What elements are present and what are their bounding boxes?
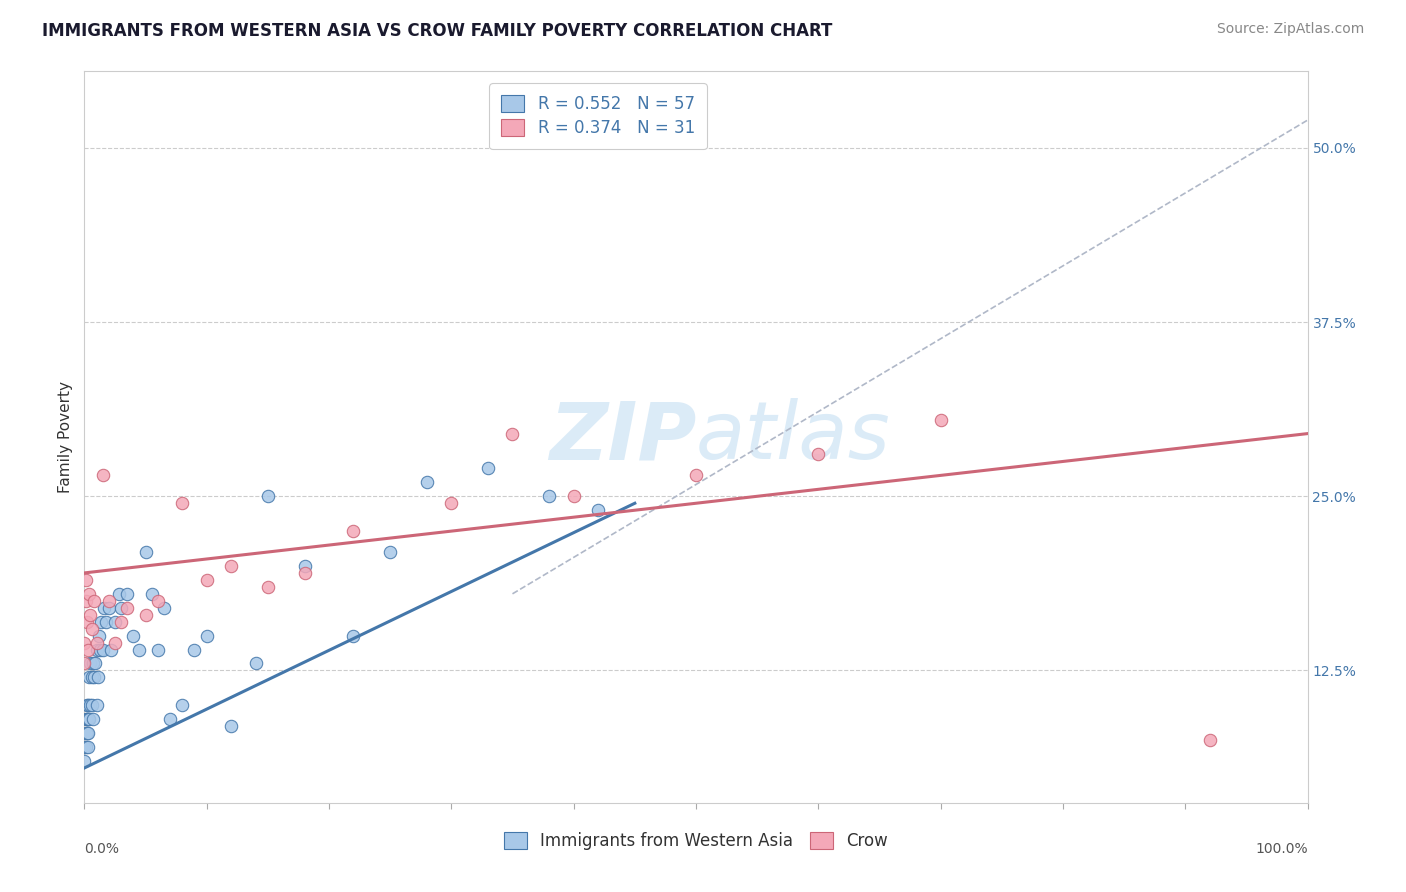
- Point: [245, 657, 267, 671]
- Point: [257, 489, 280, 503]
- Point: [562, 489, 585, 503]
- Point: [122, 629, 145, 643]
- Point: [104, 615, 127, 629]
- Text: atlas: atlas: [696, 398, 891, 476]
- Point: [342, 524, 364, 538]
- Point: [128, 642, 150, 657]
- Point: [75, 594, 97, 608]
- Point: [75, 573, 97, 587]
- Point: [86, 642, 108, 657]
- Point: [80, 670, 103, 684]
- Point: [79, 607, 101, 622]
- Point: [440, 496, 463, 510]
- Point: [90, 615, 112, 629]
- Point: [219, 558, 242, 573]
- Point: [73, 740, 96, 755]
- Point: [77, 712, 100, 726]
- Point: [91, 642, 114, 657]
- Point: [159, 712, 181, 726]
- Point: [477, 461, 499, 475]
- Point: [75, 712, 97, 726]
- Point: [416, 475, 439, 490]
- Point: [79, 698, 101, 713]
- Text: IMMIGRANTS FROM WESTERN ASIA VS CROW FAMILY POVERTY CORRELATION CHART: IMMIGRANTS FROM WESTERN ASIA VS CROW FAM…: [42, 22, 832, 40]
- Point: [257, 580, 280, 594]
- Point: [294, 566, 316, 580]
- Point: [73, 635, 96, 649]
- Point: [77, 670, 100, 684]
- Point: [77, 698, 100, 713]
- Point: [172, 496, 194, 510]
- Point: [82, 657, 104, 671]
- Point: [91, 468, 114, 483]
- Point: [77, 726, 100, 740]
- Point: [146, 594, 169, 608]
- Point: [172, 698, 194, 713]
- Point: [115, 587, 138, 601]
- Point: [586, 503, 609, 517]
- Point: [502, 426, 524, 441]
- Point: [107, 587, 129, 601]
- Point: [76, 712, 98, 726]
- Point: [1198, 733, 1220, 747]
- Point: [75, 740, 97, 755]
- Point: [93, 600, 115, 615]
- Point: [80, 622, 103, 636]
- Point: [75, 726, 97, 740]
- Point: [153, 600, 176, 615]
- Point: [89, 642, 111, 657]
- Point: [294, 558, 316, 573]
- Point: [104, 635, 127, 649]
- Point: [87, 670, 110, 684]
- Point: [219, 719, 242, 733]
- Point: [183, 642, 205, 657]
- Point: [97, 600, 120, 615]
- Point: [77, 712, 100, 726]
- Y-axis label: Family Poverty: Family Poverty: [58, 381, 73, 493]
- Point: [97, 594, 120, 608]
- Point: [79, 657, 101, 671]
- Text: Source: ZipAtlas.com: Source: ZipAtlas.com: [1216, 22, 1364, 37]
- Point: [86, 635, 108, 649]
- Point: [86, 698, 108, 713]
- Point: [84, 657, 107, 671]
- Legend: Immigrants from Western Asia, Crow: Immigrants from Western Asia, Crow: [496, 825, 896, 856]
- Point: [135, 545, 157, 559]
- Point: [77, 587, 100, 601]
- Point: [73, 657, 96, 671]
- Point: [76, 615, 98, 629]
- Point: [538, 489, 561, 503]
- Point: [135, 607, 157, 622]
- Text: 0.0%: 0.0%: [84, 842, 120, 855]
- Point: [80, 698, 103, 713]
- Text: 100.0%: 100.0%: [1256, 842, 1308, 855]
- Point: [77, 740, 100, 755]
- Point: [380, 545, 402, 559]
- Text: ZIP: ZIP: [548, 398, 696, 476]
- Point: [96, 615, 118, 629]
- Point: [146, 642, 169, 657]
- Point: [685, 468, 707, 483]
- Point: [195, 573, 218, 587]
- Point: [807, 448, 830, 462]
- Point: [110, 600, 132, 615]
- Point: [83, 670, 105, 684]
- Point: [110, 615, 132, 629]
- Point: [195, 629, 218, 643]
- Point: [83, 594, 105, 608]
- Point: [929, 412, 952, 426]
- Point: [141, 587, 163, 601]
- Point: [87, 629, 110, 643]
- Point: [82, 712, 104, 726]
- Point: [100, 642, 122, 657]
- Point: [76, 698, 98, 713]
- Point: [76, 726, 98, 740]
- Point: [77, 642, 100, 657]
- Point: [115, 600, 138, 615]
- Point: [73, 754, 96, 768]
- Point: [342, 629, 364, 643]
